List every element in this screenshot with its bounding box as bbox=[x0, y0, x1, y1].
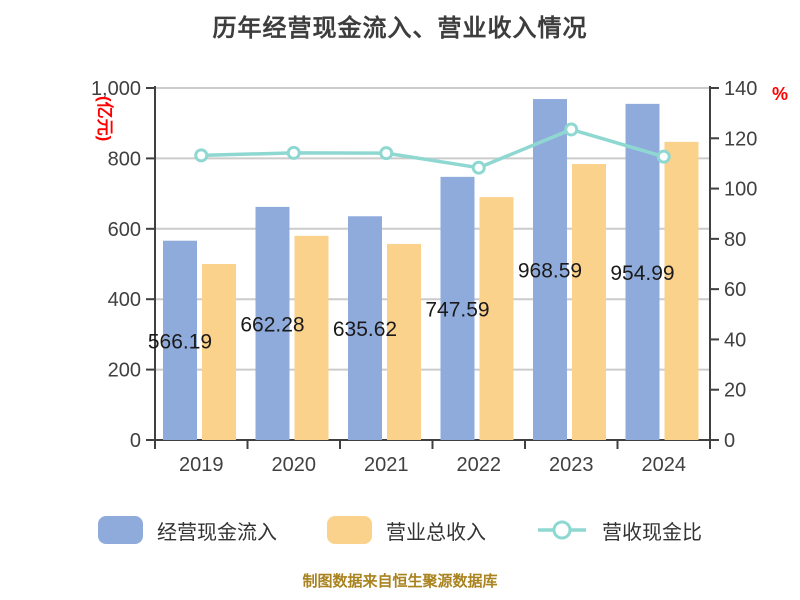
bar-revenue-2022[interactable] bbox=[479, 197, 514, 440]
bar-value-label-2021: 635.62 bbox=[333, 318, 397, 341]
y-axis-left-tick-label: 200 bbox=[108, 360, 141, 382]
x-axis-label-2020: 2020 bbox=[272, 454, 317, 476]
bar-revenue-2020[interactable] bbox=[294, 235, 329, 440]
bar-cash-2020[interactable] bbox=[255, 206, 290, 440]
x-axis-label-2019: 2019 bbox=[179, 454, 224, 476]
legend-label: 营业总收入 bbox=[386, 521, 486, 544]
legend-item-2[interactable]: 营收现金比 bbox=[536, 516, 702, 545]
y-axis-left-tick-label: 400 bbox=[108, 289, 141, 311]
ratio-point-2023[interactable] bbox=[564, 122, 579, 137]
legend-label: 经营现金流入 bbox=[157, 521, 277, 544]
chart-title: 历年经营现金流入、营业收入情况 bbox=[212, 15, 588, 42]
ratio-point-2020[interactable] bbox=[286, 145, 301, 160]
x-axis-label-2024: 2024 bbox=[642, 454, 687, 476]
bar-value-label-2020: 662.28 bbox=[240, 313, 304, 336]
bar-cash-2023[interactable] bbox=[533, 99, 567, 440]
bar-line-chart: 0 200 400 600 800 1,000 0 20 40 60 80 100 120 140 2019… bbox=[91, 78, 788, 476]
chart-footer: 制图数据来自恒生聚源数据库 bbox=[302, 573, 498, 590]
y-axis-right-tick-label: 40 bbox=[724, 329, 746, 351]
y-axis-left-tick-label: 0 bbox=[130, 430, 141, 452]
y-axis-right-tick-label: 100 bbox=[724, 179, 757, 201]
bar-value-label-2024: 954.99 bbox=[610, 262, 674, 285]
bar-value-label-2023: 968.59 bbox=[518, 260, 582, 283]
x-axis-label-2022: 2022 bbox=[457, 454, 502, 476]
bar-revenue-2019[interactable] bbox=[202, 264, 236, 440]
legend-label: 营收现金比 bbox=[602, 521, 702, 544]
legend-item-1[interactable]: 营业总收入 bbox=[327, 516, 486, 545]
y-axis-right-tick-label: 0 bbox=[724, 430, 735, 452]
legend-item-0[interactable]: 经营现金流入 bbox=[98, 516, 277, 545]
bar-revenue-2021[interactable] bbox=[387, 243, 421, 440]
right-axis-unit-label: % bbox=[772, 84, 788, 104]
y-axis-right-tick-label: 140 bbox=[724, 78, 757, 100]
ratio-point-2024[interactable] bbox=[656, 149, 671, 164]
y-axis-right-tick-label: 120 bbox=[724, 128, 757, 150]
bar-cash-2019[interactable] bbox=[163, 240, 197, 440]
y-axis-right-tick-label: 60 bbox=[724, 279, 746, 301]
legend-bar-swatch-icon bbox=[98, 516, 143, 544]
ratio-point-2021[interactable] bbox=[379, 146, 394, 161]
bar-cash-2022[interactable] bbox=[440, 176, 475, 440]
bar-cash-2021[interactable] bbox=[348, 216, 382, 440]
y-axis-left-tick-label: 600 bbox=[108, 219, 141, 241]
y-axis-left-tick-label: 1,000 bbox=[91, 78, 141, 100]
bar-revenue-2023[interactable] bbox=[572, 164, 606, 441]
left-axis-unit-label: (亿元) bbox=[95, 96, 115, 141]
chart-legend: 经营现金流入 营业总收入 营收现金比 bbox=[0, 512, 800, 548]
ratio-point-2022[interactable] bbox=[471, 160, 486, 175]
legend-line-marker-icon bbox=[538, 520, 586, 540]
bar-cash-2024[interactable] bbox=[625, 103, 660, 441]
bar-value-label-2019: 566.19 bbox=[148, 330, 212, 353]
bar-revenue-2024[interactable] bbox=[664, 141, 699, 440]
legend-bar-swatch-icon bbox=[327, 516, 372, 544]
y-axis-right-tick-label: 80 bbox=[724, 229, 746, 251]
ratio-point-2019[interactable] bbox=[194, 148, 209, 163]
y-axis-right-tick-label: 20 bbox=[724, 380, 746, 402]
x-axis-label-2023: 2023 bbox=[549, 454, 594, 476]
ratio-line bbox=[199, 127, 666, 170]
y-axis-left-tick-label: 800 bbox=[108, 148, 141, 170]
bar-value-label-2022: 747.59 bbox=[425, 298, 489, 321]
x-axis-label-2021: 2021 bbox=[364, 454, 409, 476]
